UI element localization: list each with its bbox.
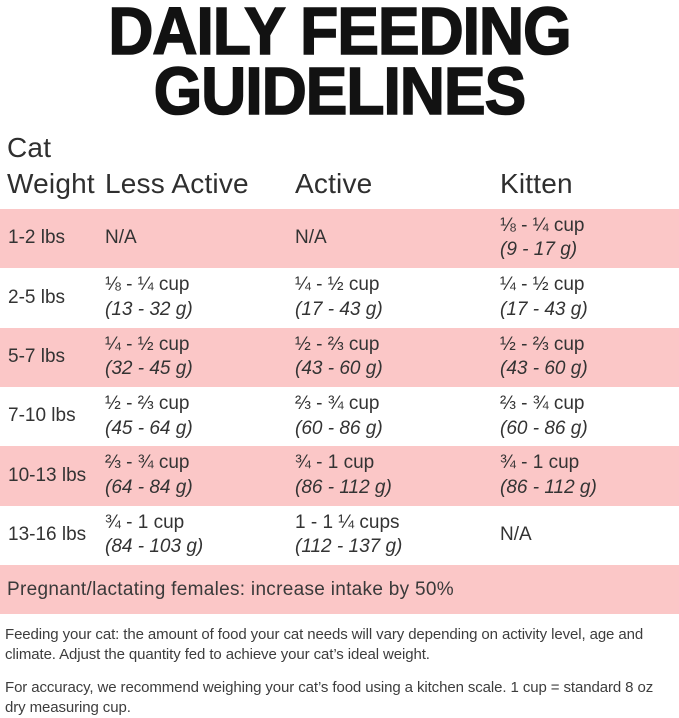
- grams-amount: (17 - 43 g): [500, 298, 588, 320]
- column-header-less-active: Less Active: [105, 168, 249, 200]
- grams-amount: (60 - 86 g): [500, 417, 588, 439]
- grams-amount: (64 - 84 g): [105, 476, 193, 498]
- table-row: 2-5 lbs ⅛ - ¼ cup (13 - 32 g) ¼ - ½ cup …: [0, 268, 679, 327]
- active-cell: ¾ - 1 cup (86 - 112 g): [295, 446, 500, 505]
- cups-amount: N/A: [105, 227, 137, 249]
- cups-amount: ¾ - 1 cup: [105, 511, 185, 533]
- weight-cell: 13-16 lbs: [8, 524, 87, 545]
- pregnancy-note-banner: Pregnant/lactating females: increase int…: [0, 565, 679, 615]
- less-active-cell: ¼ - ½ cup (32 - 45 g): [105, 328, 295, 387]
- less-active-cell: ½ - ⅔ cup (45 - 64 g): [105, 387, 295, 446]
- feeding-note: Feeding your cat: the amount of food you…: [5, 626, 644, 663]
- column-header-cat-weight-line2: Weight: [7, 168, 95, 200]
- cups-amount: ⅛ - ¼ cup: [500, 214, 585, 236]
- page-title-line2: GUIDELINES: [153, 54, 527, 129]
- grams-amount: (45 - 64 g): [105, 417, 193, 439]
- weight-cell: 2-5 lbs: [8, 286, 66, 308]
- cups-amount: ¼ - ½ cup: [105, 333, 190, 355]
- weight-cell: 7-10 lbs: [8, 405, 76, 427]
- active-cell: 1 - 1 ¼ cups (112 - 137 g): [295, 506, 500, 565]
- grams-amount: (112 - 137 g): [295, 536, 403, 558]
- kitten-cell: ½ - ⅔ cup (43 - 60 g): [500, 328, 679, 387]
- cups-amount: N/A: [295, 227, 327, 249]
- grams-amount: (9 - 17 g): [500, 239, 578, 261]
- grams-amount: (43 - 60 g): [500, 358, 588, 380]
- cups-amount: ⅔ - ¾ cup: [500, 392, 585, 414]
- cups-amount: ⅔ - ¾ cup: [295, 392, 380, 414]
- cups-amount: ½ - ⅔ cup: [295, 333, 380, 355]
- table-row: 10-13 lbs ⅔ - ¾ cup (64 - 84 g) ¾ - 1 cu…: [0, 446, 679, 506]
- kitten-cell: ⅔ - ¾ cup (60 - 86 g): [500, 387, 679, 446]
- less-active-cell: N/A: [105, 221, 295, 256]
- cups-amount: ¾ - 1 cup: [295, 452, 375, 474]
- table-row: 5-7 lbs ¼ - ½ cup (32 - 45 g) ½ - ⅔ cup …: [0, 327, 679, 387]
- table-row: 7-10 lbs ½ - ⅔ cup (45 - 64 g) ⅔ - ¾ cup…: [0, 387, 679, 446]
- table-header-row: Cat Weight Less Active Active Kitten: [0, 122, 679, 209]
- weight-cell: 10-13 lbs: [8, 464, 87, 486]
- weight-cell: 1-2 lbs: [8, 227, 66, 249]
- weight-cell: 5-7 lbs: [8, 345, 66, 367]
- column-header-cat-weight: Cat Weight: [0, 130, 105, 203]
- grams-amount: (32 - 45 g): [105, 358, 193, 380]
- active-cell: ½ - ⅔ cup (43 - 60 g): [295, 328, 500, 387]
- kitten-cell: ¾ - 1 cup (86 - 112 g): [500, 446, 679, 505]
- kitten-cell: ⅛ - ¼ cup (9 - 17 g): [500, 209, 679, 268]
- active-cell: ¼ - ½ cup (17 - 43 g): [295, 268, 500, 327]
- cups-amount: ¼ - ½ cup: [295, 274, 380, 296]
- cups-amount: ½ - ⅔ cup: [500, 333, 585, 355]
- grams-amount: (84 - 103 g): [105, 536, 204, 558]
- grams-amount: (43 - 60 g): [295, 358, 383, 380]
- less-active-cell: ¾ - 1 cup (84 - 103 g): [105, 506, 295, 565]
- table-row: 13-16 lbs ¾ - 1 cup (84 - 103 g) 1 - 1 ¼…: [0, 506, 679, 565]
- active-cell: ⅔ - ¾ cup (60 - 86 g): [295, 387, 500, 446]
- pregnancy-note-text: Pregnant/lactating females: increase int…: [7, 578, 454, 600]
- cups-amount: ¼ - ½ cup: [500, 274, 585, 296]
- less-active-cell: ⅔ - ¾ cup (64 - 84 g): [105, 446, 295, 505]
- cups-amount: ½ - ⅔ cup: [105, 392, 190, 414]
- grams-amount: (86 - 112 g): [500, 476, 597, 498]
- kitten-cell: ¼ - ½ cup (17 - 43 g): [500, 268, 679, 327]
- column-header-active: Active: [295, 168, 373, 200]
- accuracy-note: For accuracy, we recommend weighing your…: [5, 678, 654, 716]
- footer-notes: Feeding your cat: the amount of food you…: [0, 614, 679, 718]
- feeding-guidelines-table: 1-2 lbs N/A N/A ⅛ - ¼ cup (9 - 17 g) 2-5…: [0, 208, 679, 565]
- table-row: 1-2 lbs N/A N/A ⅛ - ¼ cup (9 - 17 g): [0, 208, 679, 269]
- grams-amount: (13 - 32 g): [105, 298, 193, 320]
- grams-amount: (60 - 86 g): [295, 417, 383, 439]
- active-cell: N/A: [295, 221, 500, 256]
- column-header-kitten: Kitten: [500, 168, 573, 200]
- cups-amount: ⅔ - ¾ cup: [105, 452, 190, 474]
- page-title-line1: DAILY FEEDING: [108, 0, 573, 69]
- cups-amount: 1 - 1 ¼ cups: [295, 511, 400, 533]
- cups-amount: ⅛ - ¼ cup: [105, 274, 190, 296]
- page-title: DAILY FEEDING GUIDELINES: [24, 0, 655, 129]
- column-header-cat-weight-line1: Cat: [7, 132, 52, 163]
- less-active-cell: ⅛ - ¼ cup (13 - 32 g): [105, 268, 295, 327]
- grams-amount: (17 - 43 g): [295, 298, 383, 320]
- grams-amount: (86 - 112 g): [295, 476, 392, 498]
- kitten-cell: N/A: [500, 518, 679, 553]
- cups-amount: ¾ - 1 cup: [500, 452, 580, 474]
- cups-amount: N/A: [500, 524, 532, 545]
